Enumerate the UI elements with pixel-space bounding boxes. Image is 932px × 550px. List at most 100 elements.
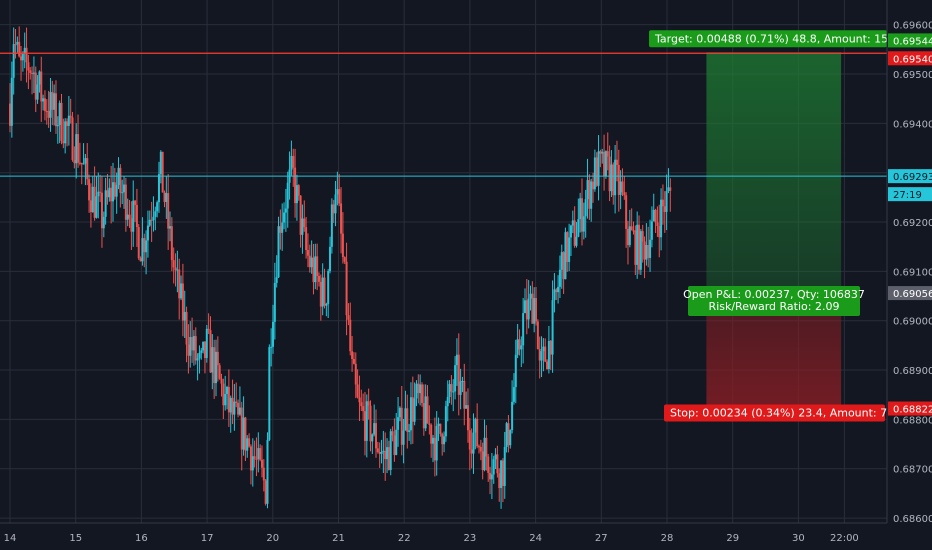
candle-body [527, 298, 530, 320]
candle-body [71, 117, 74, 161]
candle-body [505, 423, 508, 448]
candle-body [555, 289, 558, 293]
target-label: Target: 0.00488 (0.71%) 48.8, Amount: 15… [649, 30, 913, 48]
target-price-badge-bg [888, 33, 932, 48]
candle-body [88, 179, 91, 201]
candle-body [378, 452, 381, 454]
candle-body [283, 212, 286, 223]
red-line-price-badge: 0.69540 [893, 54, 932, 65]
candle-body [441, 433, 444, 445]
candle-body [165, 193, 168, 202]
candle-body [601, 151, 604, 154]
candle-body [93, 186, 96, 218]
candle-body [520, 345, 523, 350]
stop-label-text: Stop: 0.00234 (0.34%) 23.4, Amount: 750 [670, 407, 901, 420]
candle-body [301, 218, 304, 235]
candle-body [51, 92, 54, 110]
candle-body [463, 380, 466, 409]
candle-body [244, 417, 247, 451]
candle-body [194, 336, 197, 361]
candle-body [569, 225, 572, 238]
candle-body [111, 182, 114, 202]
candle-body [275, 277, 278, 283]
candle-body [235, 401, 238, 403]
candle-body [255, 458, 258, 460]
candle-body [108, 187, 111, 198]
candle-body [14, 44, 17, 46]
candle-body [18, 41, 21, 57]
candle-body [121, 192, 124, 194]
candle-body [546, 361, 549, 370]
candle-body [588, 180, 591, 209]
candle-body [126, 214, 129, 220]
candle-body [67, 115, 70, 126]
candle-body [253, 456, 256, 459]
candle-body [196, 358, 199, 361]
candle-body [257, 448, 260, 459]
candle-body [608, 156, 611, 192]
candle-body [323, 277, 326, 306]
time-axis[interactable]: 14 15 16 17 20 21 22 23 24 27 28 29 30 22:00 [0, 522, 887, 550]
candle-body [73, 160, 76, 164]
candle-body [141, 238, 144, 262]
candle-body [626, 228, 629, 246]
candle-body [575, 236, 578, 246]
candle-body [426, 396, 429, 424]
candle-body [104, 190, 107, 217]
candle-body [273, 282, 276, 322]
candle-body [123, 184, 126, 193]
candle-body [60, 102, 63, 141]
time-tick-label: 15 [69, 533, 82, 544]
candle-body [509, 430, 512, 446]
candle-body [205, 328, 208, 358]
target-label-text: Target: 0.00488 (0.71%) 48.8, Amount: 15… [654, 32, 913, 45]
candle-body [612, 164, 615, 196]
candle-body [373, 423, 376, 435]
candle-body [295, 185, 298, 204]
candle-body [150, 219, 153, 221]
candle-body [586, 180, 589, 200]
countdown-badge: 27:19 [893, 190, 922, 201]
position-labels: Target: 0.00488 (0.71%) 48.8, Amount: 15… [649, 30, 913, 422]
candle-body [606, 151, 609, 157]
candle-body [95, 196, 98, 218]
candle-body [347, 315, 350, 320]
candle-body [435, 425, 438, 461]
candle-body [615, 159, 618, 165]
candle-body [579, 198, 582, 220]
target-price-badge: 0.69544 [893, 36, 932, 47]
candle-body [376, 448, 379, 453]
candle-body [176, 269, 179, 271]
candle-body [99, 191, 102, 193]
candle-body [643, 241, 646, 260]
candle-body [592, 181, 595, 190]
candle-body [439, 423, 442, 434]
candle-body [238, 407, 241, 415]
time-tick-label: 21 [332, 533, 345, 544]
candle-body [446, 397, 449, 407]
candle-body [75, 134, 78, 164]
candle-body [294, 167, 297, 204]
candle-body [154, 211, 157, 217]
candle-body [428, 423, 431, 425]
candle-body [25, 47, 28, 63]
candle-body [227, 386, 230, 413]
candle-body [404, 408, 407, 431]
candle-body [663, 206, 666, 212]
candle-body [167, 193, 170, 229]
time-tick-label: 29 [726, 533, 739, 544]
price-axis[interactable]: 0.696000.695000.694000.693000.692000.691… [886, 0, 932, 550]
candle-body [551, 300, 554, 355]
candle-body [454, 365, 457, 392]
candle-body [260, 459, 263, 468]
candle-body [522, 313, 525, 346]
candle-body [224, 393, 227, 406]
candle-body [246, 438, 249, 451]
candle-body [472, 432, 475, 454]
candle-body [535, 298, 538, 322]
candle-body [272, 321, 275, 347]
candle-body [356, 384, 359, 398]
candle-body [181, 283, 184, 321]
candle-body [270, 346, 273, 348]
